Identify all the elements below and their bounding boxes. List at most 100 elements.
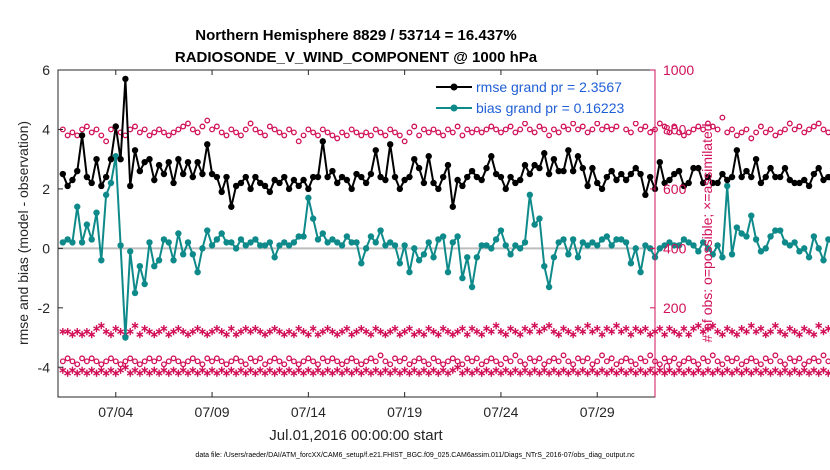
asterisk-stroke	[747, 323, 755, 329]
obs-asterisk-point	[237, 366, 245, 374]
obs-asterisk-point	[439, 366, 447, 374]
obs-circle-point	[666, 358, 673, 365]
asterisk-stroke	[367, 332, 375, 337]
obs-asterisk-point	[685, 330, 693, 339]
obs-circle-point	[324, 129, 331, 136]
obs-circle-point	[430, 126, 437, 133]
obs-asterisk-point	[454, 363, 462, 371]
obs-circle-point	[810, 123, 817, 130]
asterisk-stroke	[251, 326, 259, 332]
rmse-data-point	[319, 138, 326, 145]
bias-data-point	[608, 242, 615, 249]
obs-asterisk-point	[516, 369, 524, 377]
bias-data-point	[613, 236, 620, 243]
obs-asterisk-point	[242, 325, 250, 333]
obs-circle-point	[762, 355, 769, 362]
obs-circle-point	[367, 132, 374, 139]
obs-circle-point	[459, 132, 466, 139]
rmse-data-point	[218, 188, 225, 196]
asterisk-stroke	[588, 367, 596, 373]
asterisk-stroke	[420, 367, 428, 373]
obs-asterisk-point	[723, 366, 731, 374]
obs-asterisk-point	[781, 330, 789, 339]
obs-circle-point	[810, 355, 817, 362]
obs-asterisk-point	[795, 330, 803, 339]
asterisk-stroke	[102, 329, 110, 335]
obs-asterisk-point	[579, 366, 587, 374]
obs-asterisk-point	[410, 330, 418, 339]
obs-circle-point	[671, 355, 678, 362]
asterisk-stroke	[507, 326, 515, 332]
obs-asterisk-point	[709, 322, 717, 330]
rmse-data-point	[69, 176, 76, 184]
obs-asterisk-point	[367, 369, 375, 377]
asterisk-stroke	[64, 329, 72, 335]
asterisk-stroke	[497, 329, 505, 335]
obs-circle-point	[295, 138, 302, 145]
bias-data-point	[531, 221, 538, 228]
obs-circle-point	[271, 126, 278, 133]
obs-asterisk-point	[247, 328, 255, 336]
obs-circle-point	[632, 361, 639, 368]
asterisk-stroke	[430, 367, 438, 373]
obs-circle-point	[796, 123, 803, 130]
rmse-data-point	[637, 170, 644, 178]
asterisk-stroke	[579, 367, 587, 373]
asterisk-stroke	[295, 367, 303, 373]
obs-circle-point	[531, 358, 538, 365]
obs-asterisk-point	[800, 366, 808, 374]
obs-circle-point	[560, 352, 567, 359]
obs-asterisk-point	[381, 330, 389, 339]
obs-circle-point	[594, 120, 601, 127]
bias-data-point	[468, 283, 476, 291]
asterisk-stroke	[632, 326, 640, 332]
obs-circle-point	[377, 352, 384, 359]
bias-data-point	[622, 239, 630, 246]
bias-data-point	[112, 153, 119, 160]
obs-asterisk-point	[377, 369, 385, 377]
obs-asterisk-point	[771, 322, 779, 330]
rmse-data-point	[78, 132, 86, 139]
bias-data-point	[675, 242, 683, 249]
obs-asterisk-point	[690, 325, 697, 333]
bias-data-point	[536, 215, 543, 222]
asterisk-stroke	[733, 367, 741, 373]
rmse-data-point	[343, 176, 351, 184]
rmse-data-point	[281, 173, 288, 181]
rmse-data-point	[242, 173, 249, 181]
obs-circle-point	[825, 358, 830, 365]
asterisk-stroke	[579, 329, 587, 335]
bias-data-point	[449, 239, 456, 246]
obs-asterisk-point	[150, 366, 158, 374]
bias-data-point	[237, 236, 245, 243]
obs-asterisk-point	[680, 325, 688, 333]
asterisk-stroke	[685, 367, 693, 373]
obs-circle-point	[623, 355, 630, 362]
asterisk-stroke	[767, 329, 775, 335]
obs-circle-point	[786, 120, 793, 127]
obs-asterisk-point	[656, 366, 664, 374]
obs-asterisk-point	[304, 366, 312, 374]
obs-asterisk-point	[757, 369, 765, 377]
obs-circle-point	[555, 358, 562, 365]
obs-asterisk-point	[449, 330, 457, 339]
obs-circle-point	[608, 126, 615, 133]
bias-data-point	[102, 191, 110, 199]
asterisk-stroke	[126, 329, 134, 335]
obs-circle-point	[257, 129, 264, 136]
obs-circle-point	[627, 358, 634, 365]
rmse-data-point	[401, 176, 408, 184]
obs-circle-point	[199, 123, 206, 130]
bias-data-point	[387, 239, 394, 246]
obs-circle-point	[680, 358, 687, 365]
asterisk-stroke	[791, 329, 799, 335]
obs-asterisk-point	[64, 369, 72, 377]
bias-data-point	[218, 230, 225, 237]
asterisk-stroke	[584, 323, 592, 329]
asterisk-stroke	[131, 323, 139, 329]
obs-asterisk-point	[709, 369, 717, 377]
obs-asterisk-point	[747, 369, 755, 377]
asterisk-stroke	[353, 367, 360, 373]
obs-circle-point	[430, 355, 437, 362]
